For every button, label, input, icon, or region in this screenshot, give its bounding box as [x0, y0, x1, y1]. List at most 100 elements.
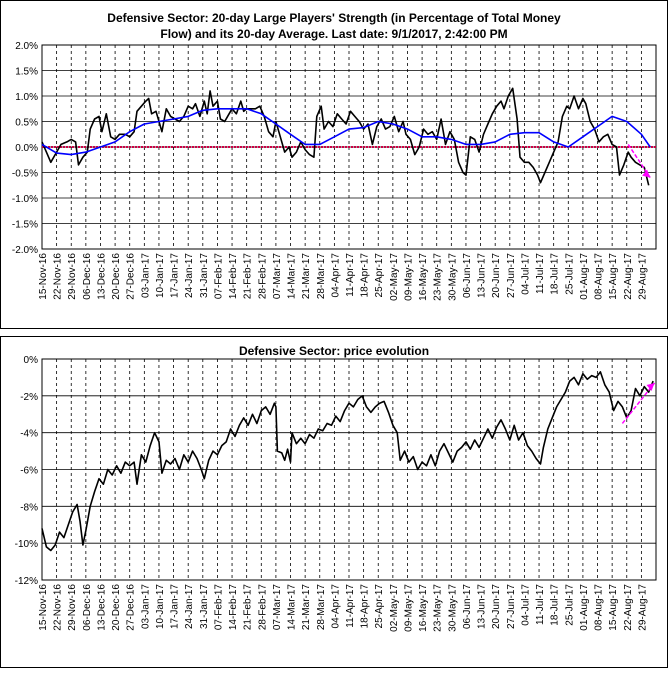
x-tick-label: 06-Jun-17: [462, 584, 473, 629]
x-tick-label: 27-Dec-16: [126, 584, 137, 631]
y-tick-label: 2.0%: [15, 41, 38, 52]
x-tick-label: 14-Mar-17: [287, 584, 298, 631]
x-tick-label: 21-Feb-17: [243, 584, 254, 631]
x-tick-label: 22-Aug-17: [623, 253, 634, 300]
x-tick-label: 14-Feb-17: [228, 253, 239, 300]
x-tick-label: 04-Jul-17: [520, 584, 531, 626]
x-tick-label: 20-Dec-16: [111, 253, 122, 300]
x-tick-label: 11-Jul-17: [535, 253, 546, 294]
y-tick-label: -10%: [15, 539, 38, 550]
x-tick-label: 25-Apr-17: [374, 253, 385, 298]
x-tick-label: 27-Dec-16: [126, 253, 137, 300]
y-tick-label: 0.5%: [15, 118, 38, 129]
x-tick-label: 07-Feb-17: [213, 584, 224, 631]
x-tick-label: 13-Jun-17: [477, 253, 488, 298]
x-tick-label: 07-Feb-17: [213, 253, 224, 300]
x-tick-label: 11-Apr-17: [345, 253, 356, 297]
x-tick-label: 29-Nov-16: [67, 584, 78, 631]
x-tick-label: 04-Apr-17: [330, 253, 341, 298]
price-plot: 0% -2% -4% -6% -8% -10% -12%15-Nov-16 22-Nov-16…: [15, 355, 657, 632]
x-tick-label: 01-Aug-17: [579, 584, 590, 631]
x-tick-label: 13-Dec-16: [96, 584, 107, 631]
x-tick-label: 21-Mar-17: [301, 584, 312, 631]
x-tick-label: 16-May-17: [418, 584, 429, 632]
bottom-chart-title: Defensive Sector: price evolution: [239, 344, 429, 358]
x-tick-label: 07-Mar-17: [272, 584, 283, 631]
x-tick-label: 10-Jan-17: [155, 584, 166, 629]
x-tick-label: 15-Aug-17: [608, 253, 619, 300]
y-tick-label: -0.5%: [12, 169, 38, 180]
x-tick-label: 18-Apr-17: [360, 584, 371, 629]
x-tick-label: 24-Jan-17: [184, 253, 195, 298]
x-tick-label: 29-Aug-17: [637, 584, 648, 631]
x-tick-label: 09-May-17: [403, 584, 414, 632]
y-tick-label: -2%: [20, 392, 38, 403]
x-tick-label: 31-Jan-17: [199, 584, 210, 629]
x-tick-label: 27-Jun-17: [506, 253, 517, 298]
x-tick-label: 23-May-17: [433, 584, 444, 632]
x-tick-label: 29-Nov-16: [67, 253, 78, 300]
y-tick-label: 1.5%: [15, 67, 38, 78]
x-tick-label: 21-Mar-17: [301, 253, 312, 300]
x-tick-label: 20-Jun-17: [491, 584, 502, 629]
trend-arrowhead: [646, 382, 655, 391]
x-tick-label: 02-May-17: [389, 584, 400, 632]
x-tick-label: 22-Nov-16: [53, 584, 64, 631]
x-tick-label: 01-Aug-17: [579, 253, 590, 300]
x-tick-label: 10-Jan-17: [155, 253, 166, 298]
x-tick-label: 07-Mar-17: [272, 253, 283, 300]
x-tick-label: 06-Dec-16: [82, 253, 93, 300]
x-tick-label: 06-Dec-16: [82, 584, 93, 631]
x-tick-label: 04-Jul-17: [520, 253, 531, 295]
y-tick-label: -12%: [15, 576, 38, 587]
x-tick-label: 04-Apr-17: [330, 584, 341, 629]
x-tick-label: 28-Feb-17: [257, 584, 268, 631]
y-tick-label: 0%: [24, 355, 39, 366]
y-tick-label: -4%: [20, 429, 38, 440]
x-tick-label: 02-May-17: [389, 253, 400, 301]
x-tick-label: 22-Aug-17: [623, 584, 634, 631]
x-tick-label: 31-Jan-17: [199, 253, 210, 298]
x-tick-label: 28-Mar-17: [316, 584, 327, 631]
x-tick-label: 17-Jan-17: [170, 253, 181, 298]
x-tick-label: 21-Feb-17: [243, 253, 254, 300]
series-line-price: [41, 371, 654, 552]
x-tick-label: 13-Dec-16: [96, 253, 107, 300]
y-tick-label: 1.0%: [15, 92, 38, 103]
x-tick-label: 17-Jan-17: [170, 584, 181, 629]
y-tick-label: -1.0%: [12, 194, 38, 205]
x-tick-label: 14-Mar-17: [287, 253, 298, 300]
x-tick-label: 11-Apr-17: [345, 584, 356, 628]
x-tick-label: 08-Aug-17: [594, 253, 605, 300]
x-tick-label: 25-Jul-17: [564, 253, 575, 295]
y-tick-label: -1.5%: [12, 220, 38, 231]
x-tick-label: 30-May-17: [447, 253, 458, 301]
x-tick-label: 28-Mar-17: [316, 253, 327, 300]
series-line-20-day-average: [41, 108, 651, 156]
x-tick-label: 08-Aug-17: [594, 584, 605, 631]
x-tick-label: 23-May-17: [433, 253, 444, 301]
x-tick-label: 13-Jun-17: [477, 584, 488, 629]
x-tick-label: 28-Feb-17: [257, 253, 268, 300]
y-tick-label: -6%: [20, 466, 38, 477]
y-tick-label: 0.0%: [15, 143, 38, 154]
series-line-strength: [41, 87, 650, 186]
trend-arrow: [621, 382, 656, 424]
x-tick-label: 09-May-17: [403, 253, 414, 301]
x-tick-label: 27-Jun-17: [506, 584, 517, 629]
x-tick-label: 14-Feb-17: [228, 584, 239, 631]
top-chart-title-line1: Defensive Sector: 20-day Large Players' …: [107, 11, 561, 25]
x-tick-label: 22-Nov-16: [53, 253, 64, 300]
plot-border: [41, 358, 657, 581]
x-tick-label: 20-Jun-17: [491, 253, 502, 298]
x-tick-label: 18-Apr-17: [360, 253, 371, 298]
strength-plot: 2.0% 1.5% 1.0% 0.5% 0.0% -0.5% -1.0% -1.5% -2.0%…: [12, 41, 657, 301]
x-tick-label: 15-Aug-17: [608, 584, 619, 631]
x-tick-label: 11-Jul-17: [535, 584, 546, 625]
x-tick-label: 16-May-17: [418, 253, 429, 301]
y-tick-label: -8%: [20, 502, 38, 513]
trend-arrowhead: [642, 169, 651, 178]
x-tick-label: 25-Jul-17: [564, 584, 575, 626]
